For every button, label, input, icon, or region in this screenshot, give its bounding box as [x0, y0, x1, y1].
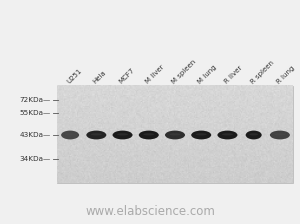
Ellipse shape	[117, 133, 128, 136]
Text: Hela: Hela	[92, 69, 107, 85]
Text: M liver: M liver	[145, 64, 165, 85]
Text: MCF7: MCF7	[118, 67, 136, 85]
Text: 72KDa—: 72KDa—	[20, 97, 51, 103]
Ellipse shape	[65, 133, 75, 136]
Bar	[57, 86, 293, 183]
Ellipse shape	[218, 131, 237, 139]
Ellipse shape	[246, 131, 262, 139]
Ellipse shape	[61, 131, 79, 139]
Ellipse shape	[191, 131, 211, 139]
Ellipse shape	[112, 131, 133, 139]
Text: www.elabscience.com: www.elabscience.com	[85, 205, 215, 218]
Ellipse shape	[274, 133, 285, 136]
Ellipse shape	[139, 131, 159, 139]
Text: R lung: R lung	[276, 65, 296, 85]
Text: M spleen: M spleen	[171, 58, 197, 85]
Text: R liver: R liver	[223, 65, 243, 85]
Ellipse shape	[165, 131, 185, 139]
Ellipse shape	[86, 131, 106, 139]
Ellipse shape	[91, 133, 102, 136]
Ellipse shape	[270, 131, 290, 139]
Text: 43KDa—: 43KDa—	[20, 132, 51, 138]
Ellipse shape	[169, 133, 181, 136]
Text: M lung: M lung	[197, 64, 218, 85]
Text: U251: U251	[66, 68, 83, 85]
Ellipse shape	[196, 133, 207, 136]
Ellipse shape	[249, 133, 258, 136]
Text: 34KDa—: 34KDa—	[20, 156, 51, 162]
Ellipse shape	[222, 133, 233, 136]
Ellipse shape	[143, 133, 154, 136]
Text: 55KDa—: 55KDa—	[20, 110, 51, 116]
Text: R spleen: R spleen	[249, 59, 275, 85]
